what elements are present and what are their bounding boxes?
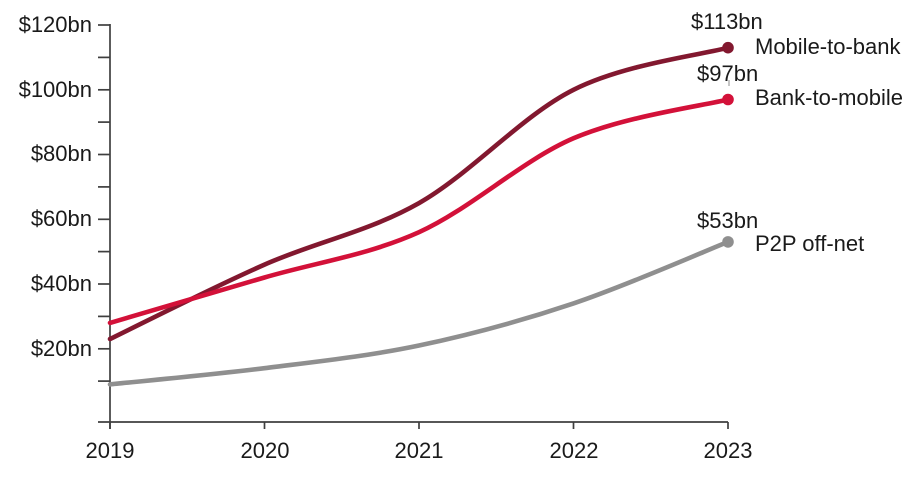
x-axis-label: 2020 (240, 438, 290, 463)
y-axis-label: $80bn (30, 141, 92, 166)
series-line-mobile-to-bank (107, 45, 731, 342)
y-axis-label: $20bn (30, 336, 92, 361)
y-axis-label: $40bn (30, 271, 92, 296)
series-line-bank-to-mobile (107, 97, 731, 326)
series-value-label-p2p-off-net: $53bn (697, 208, 759, 233)
series-endpoint-dot-bank-to-mobile (722, 93, 734, 106)
x-axis-label: 2019 (85, 438, 135, 463)
series-line-p2p-off-net (107, 239, 731, 387)
series-value-label-bank-to-mobile: $97bn (697, 61, 759, 86)
series-endpoint-dot-p2p-off-net (722, 236, 734, 248)
x-axis-label: 2023 (703, 438, 753, 463)
x-axis-label: 2022 (549, 438, 599, 463)
series-name-label-mobile-to-bank: Mobile-to-bank (755, 34, 901, 59)
y-axis-label: $100bn (18, 77, 92, 102)
series-endpoint-dot-mobile-to-bank (722, 41, 734, 54)
series-name-label-bank-to-mobile: Bank-to-mobile (755, 85, 903, 110)
series-name-label-p2p-off-net: P2P off-net (755, 231, 865, 256)
series-value-label-mobile-to-bank: $113bn (691, 9, 763, 34)
y-axis-label: $60bn (30, 206, 92, 231)
x-axis-label: 2021 (394, 438, 444, 463)
y-axis-label: $120bn (18, 12, 92, 37)
